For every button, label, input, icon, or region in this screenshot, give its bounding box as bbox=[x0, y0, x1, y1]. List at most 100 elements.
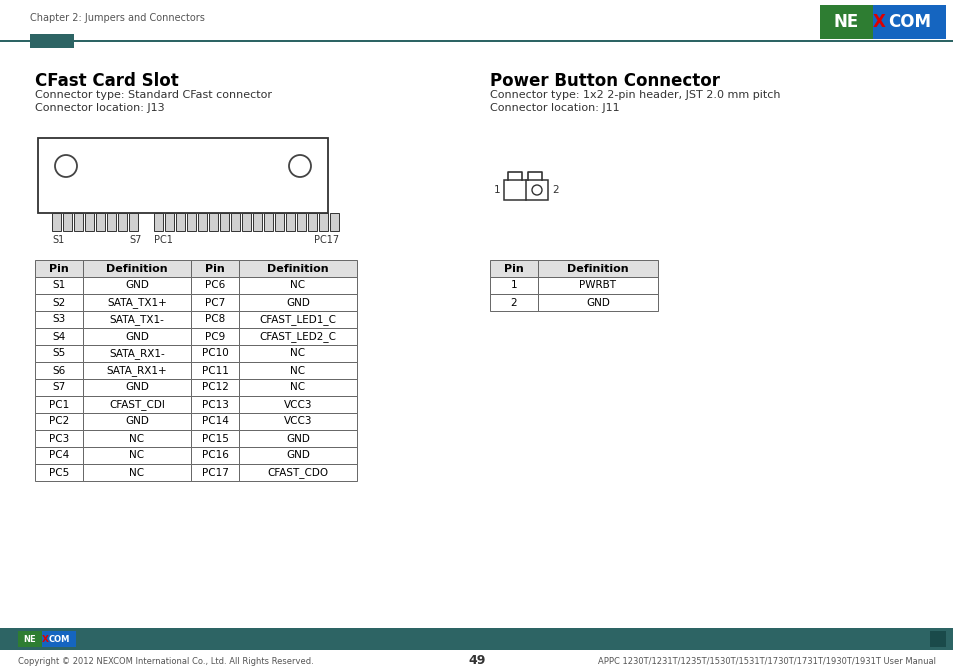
Bar bbox=[239, 362, 356, 379]
Bar bbox=[239, 260, 356, 277]
Text: 2: 2 bbox=[510, 298, 517, 308]
Bar bbox=[35, 345, 83, 362]
Text: S4: S4 bbox=[52, 331, 66, 341]
Text: PC9: PC9 bbox=[205, 331, 225, 341]
Bar bbox=[191, 311, 239, 328]
Text: PC17: PC17 bbox=[314, 235, 338, 245]
Bar bbox=[537, 294, 658, 311]
Bar bbox=[191, 447, 239, 464]
Bar bbox=[191, 413, 239, 430]
Bar bbox=[83, 464, 191, 481]
Text: Pin: Pin bbox=[49, 263, 69, 274]
Text: S5: S5 bbox=[52, 349, 66, 358]
Text: PC3: PC3 bbox=[49, 433, 69, 444]
Bar bbox=[239, 294, 356, 311]
Text: PC11: PC11 bbox=[201, 366, 228, 376]
Bar bbox=[220, 213, 229, 231]
Bar bbox=[318, 213, 328, 231]
Bar bbox=[35, 294, 83, 311]
Text: GND: GND bbox=[125, 417, 149, 427]
Bar bbox=[231, 213, 240, 231]
Text: NC: NC bbox=[290, 366, 305, 376]
Text: Copyright © 2012 NEXCOM International Co., Ltd. All Rights Reserved.: Copyright © 2012 NEXCOM International Co… bbox=[18, 657, 314, 665]
Text: Pin: Pin bbox=[205, 263, 225, 274]
Text: NC: NC bbox=[130, 450, 145, 460]
Bar bbox=[239, 447, 356, 464]
Bar bbox=[83, 328, 191, 345]
Text: X: X bbox=[872, 13, 884, 31]
Bar bbox=[191, 362, 239, 379]
Bar bbox=[286, 213, 294, 231]
Text: PC12: PC12 bbox=[201, 382, 228, 392]
Bar bbox=[274, 213, 284, 231]
Bar bbox=[175, 213, 185, 231]
Text: SATA_RX1-: SATA_RX1- bbox=[109, 348, 165, 359]
Text: VCC3: VCC3 bbox=[283, 417, 312, 427]
Text: NC: NC bbox=[130, 468, 145, 478]
Text: PC2: PC2 bbox=[49, 417, 69, 427]
Bar bbox=[239, 311, 356, 328]
Bar bbox=[83, 294, 191, 311]
Text: 1: 1 bbox=[510, 280, 517, 290]
Text: Pin: Pin bbox=[503, 263, 523, 274]
Bar bbox=[191, 277, 239, 294]
Text: PC8: PC8 bbox=[205, 314, 225, 325]
Text: GND: GND bbox=[286, 450, 310, 460]
Bar bbox=[191, 328, 239, 345]
Text: CFAST_LED2_C: CFAST_LED2_C bbox=[259, 331, 336, 342]
Text: S3: S3 bbox=[52, 314, 66, 325]
Text: NC: NC bbox=[290, 280, 305, 290]
Bar bbox=[490, 260, 537, 277]
Bar bbox=[242, 213, 251, 231]
Bar bbox=[239, 379, 356, 396]
Text: NE: NE bbox=[24, 634, 36, 644]
Text: Connector location: J11: Connector location: J11 bbox=[490, 103, 619, 113]
Text: Connector type: Standard CFast connector: Connector type: Standard CFast connector bbox=[35, 90, 272, 100]
Text: 49: 49 bbox=[468, 655, 485, 667]
Bar bbox=[330, 213, 338, 231]
Bar bbox=[18, 631, 76, 647]
Bar bbox=[503, 180, 547, 200]
Text: CFast Card Slot: CFast Card Slot bbox=[35, 72, 178, 90]
Text: COM: COM bbox=[49, 634, 70, 644]
Bar bbox=[35, 413, 83, 430]
Bar bbox=[35, 430, 83, 447]
Text: PC7: PC7 bbox=[205, 298, 225, 308]
Text: PC14: PC14 bbox=[201, 417, 228, 427]
Bar bbox=[35, 277, 83, 294]
Text: GND: GND bbox=[125, 331, 149, 341]
Text: PC4: PC4 bbox=[49, 450, 69, 460]
Bar bbox=[191, 396, 239, 413]
Bar bbox=[0, 40, 953, 42]
Bar bbox=[83, 311, 191, 328]
Bar bbox=[35, 464, 83, 481]
Bar bbox=[83, 379, 191, 396]
Text: PWRBT: PWRBT bbox=[578, 280, 616, 290]
Bar bbox=[239, 277, 356, 294]
Text: PC6: PC6 bbox=[205, 280, 225, 290]
Text: CFAST_LED1_C: CFAST_LED1_C bbox=[259, 314, 336, 325]
Bar bbox=[83, 396, 191, 413]
Bar bbox=[42, 631, 76, 647]
Text: Definition: Definition bbox=[106, 263, 168, 274]
Bar bbox=[253, 213, 262, 231]
Text: PC15: PC15 bbox=[201, 433, 228, 444]
Text: Definition: Definition bbox=[267, 263, 329, 274]
Bar bbox=[239, 328, 356, 345]
Text: Definition: Definition bbox=[567, 263, 628, 274]
Text: VCC3: VCC3 bbox=[283, 399, 312, 409]
Text: APPC 1230T/1231T/1235T/1530T/1531T/1730T/1731T/1930T/1931T User Manual: APPC 1230T/1231T/1235T/1530T/1531T/1730T… bbox=[598, 657, 935, 665]
Text: X: X bbox=[42, 634, 49, 644]
Text: CFAST_CDI: CFAST_CDI bbox=[109, 399, 165, 410]
Bar bbox=[35, 379, 83, 396]
Text: S1: S1 bbox=[52, 235, 64, 245]
Bar bbox=[929, 631, 945, 647]
Bar bbox=[38, 138, 328, 213]
Bar bbox=[296, 213, 306, 231]
Text: 2: 2 bbox=[552, 185, 558, 195]
Bar bbox=[30, 34, 74, 48]
Text: PC10: PC10 bbox=[201, 349, 228, 358]
Text: S2: S2 bbox=[52, 298, 66, 308]
Text: S6: S6 bbox=[52, 366, 66, 376]
Bar bbox=[35, 396, 83, 413]
